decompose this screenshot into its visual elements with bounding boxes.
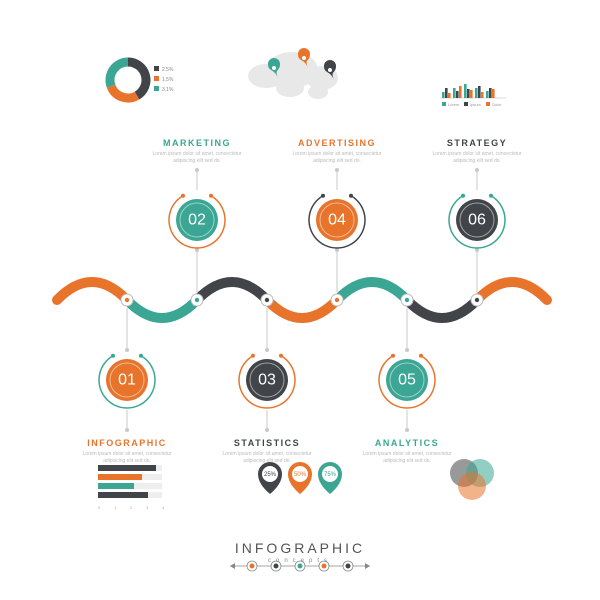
- wave-segment: [267, 300, 337, 318]
- node-number: 01: [118, 372, 136, 389]
- wave-segment: [337, 282, 407, 300]
- svg-text:0: 0: [98, 505, 101, 510]
- node-number: 05: [398, 372, 416, 389]
- section-lorem: Lorem ipsum dolor sit amet, consectetur …: [422, 151, 532, 164]
- svg-text:75%: 75%: [324, 472, 337, 478]
- bar: [442, 92, 445, 98]
- svg-text:3.1%: 3.1%: [162, 87, 174, 93]
- svg-text:Ipsum: Ipsum: [470, 102, 482, 107]
- svg-text:Lorem: Lorem: [448, 102, 460, 107]
- bar: [475, 88, 478, 98]
- node-number: 06: [468, 212, 486, 229]
- section-lorem: Lorem ipsum dolor sit amet, consectetur …: [352, 451, 462, 464]
- bar: [470, 90, 473, 98]
- infographic-canvas: 0102030405062.5%1.5%3.1%LoremIpsumDolor0…: [0, 0, 600, 600]
- node-number: 04: [328, 212, 346, 229]
- footer-subtitle: concepts: [0, 558, 600, 564]
- bar: [464, 84, 467, 98]
- connector-dot: [265, 348, 269, 352]
- svg-text:25%: 25%: [264, 472, 277, 478]
- bar: [459, 86, 462, 98]
- node-number: 03: [258, 372, 276, 389]
- bar: [492, 89, 495, 98]
- wave-segment: [127, 300, 197, 318]
- hbar: [98, 474, 142, 480]
- section-title: ANALYTICS: [352, 438, 462, 448]
- wave-segment: [57, 282, 127, 300]
- section-title: STRATEGY: [422, 138, 532, 148]
- hbar: [98, 492, 148, 498]
- svg-text:50%: 50%: [294, 472, 307, 478]
- connector-dot: [405, 348, 409, 352]
- section-lorem: Lorem ipsum dolor sit amet, consectetur …: [142, 151, 252, 164]
- donut-segment: [110, 62, 128, 86]
- donut-segment: [111, 86, 137, 98]
- bar: [489, 88, 492, 98]
- bar: [445, 88, 448, 98]
- section-title: ADVERTISING: [282, 138, 392, 148]
- svg-text:1.5%: 1.5%: [162, 77, 174, 83]
- bar: [448, 93, 451, 98]
- svg-text:2: 2: [130, 505, 133, 510]
- svg-text:2.5%: 2.5%: [162, 67, 174, 73]
- section-lorem: Lorem ipsum dolor sit amet, consectetur …: [72, 451, 182, 464]
- svg-text:4: 4: [162, 505, 165, 510]
- section-title: STATISTICS: [212, 438, 322, 448]
- svg-text:3: 3: [146, 505, 149, 510]
- bar: [453, 88, 456, 98]
- hbar: [98, 483, 134, 489]
- bar: [467, 89, 470, 98]
- wave-joint-dot: [195, 298, 199, 302]
- venn-circle: [458, 472, 486, 500]
- map-landmass: [276, 79, 304, 97]
- wave-joint-dot: [475, 298, 479, 302]
- section-title: INFOGRAPHIC: [72, 438, 182, 448]
- footer-title: INFOGRAPHIC: [0, 540, 600, 556]
- section-lorem: Lorem ipsum dolor sit amet, consectetur …: [212, 451, 322, 464]
- node-number: 02: [188, 212, 206, 229]
- wave-joint-dot: [125, 298, 129, 302]
- bar: [481, 92, 484, 98]
- wave-joint-dot: [335, 298, 339, 302]
- donut-segment: [128, 62, 146, 96]
- bar: [486, 91, 489, 98]
- map-landmass: [308, 85, 328, 99]
- bar: [478, 86, 481, 98]
- wave-segment: [477, 282, 547, 300]
- hbar: [98, 465, 156, 471]
- bar: [456, 91, 459, 98]
- section-lorem: Lorem ipsum dolor sit amet, consectetur …: [282, 151, 392, 164]
- wave-segment: [407, 300, 477, 318]
- wave-segment: [197, 282, 267, 300]
- section-title: MARKETING: [142, 138, 252, 148]
- connector-dot: [125, 348, 129, 352]
- svg-text:Dolor: Dolor: [492, 102, 502, 107]
- svg-text:1: 1: [114, 505, 117, 510]
- wave-joint-dot: [265, 298, 269, 302]
- wave-joint-dot: [405, 298, 409, 302]
